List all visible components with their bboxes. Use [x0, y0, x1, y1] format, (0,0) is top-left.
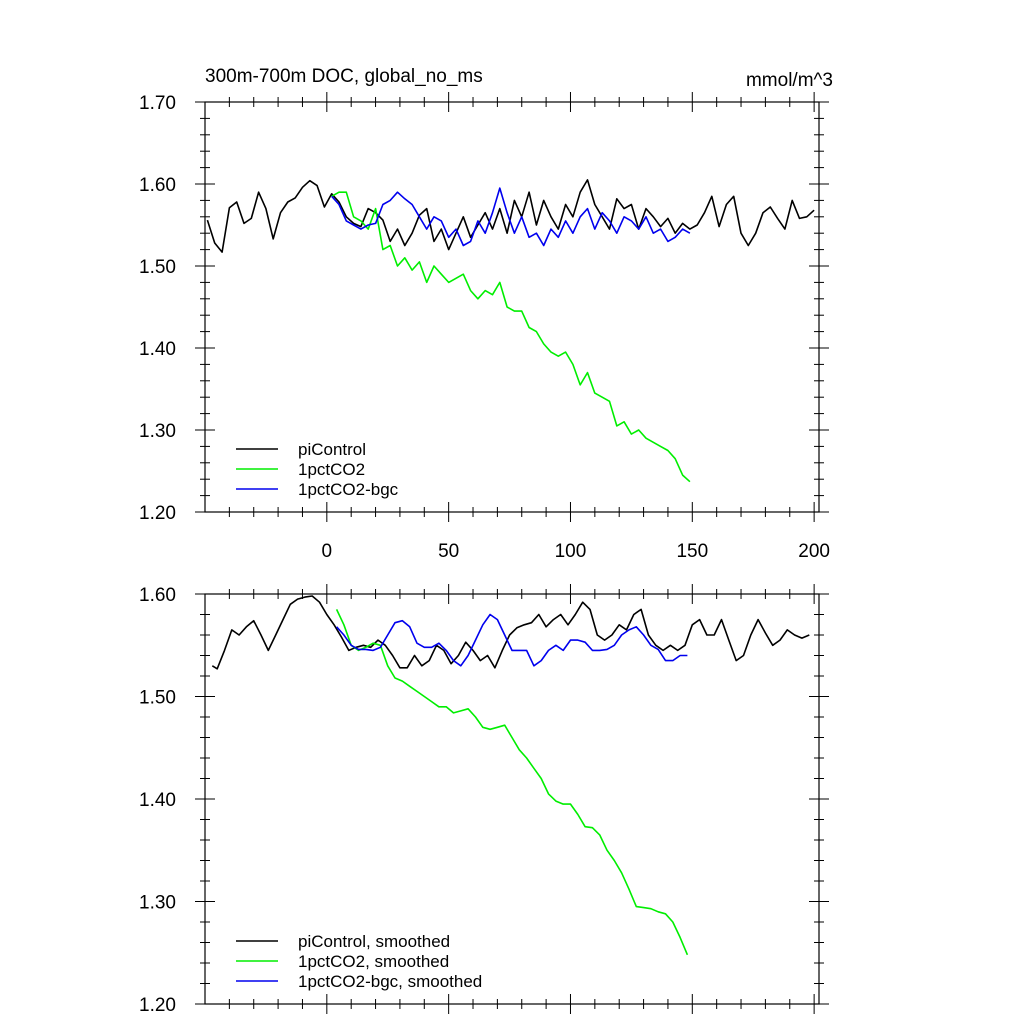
- legend-label: piControl, smoothed: [298, 932, 450, 951]
- y-tick-label: 1.70: [139, 93, 176, 114]
- legend-label: 1pctCO2-bgc, smoothed: [298, 972, 482, 991]
- units-label: mmol/m^3: [746, 70, 833, 91]
- x-tick-label: 100: [555, 541, 587, 562]
- y-tick-label: 1.40: [139, 790, 176, 811]
- y-tick-label: 1.30: [139, 421, 176, 442]
- bottom-panel: 1.20 1.30 1.40 1.50 1.60 piControl, smoothed…: [139, 584, 829, 1016]
- x-tick-label: 50: [438, 541, 459, 562]
- x-tick-label: 0: [322, 541, 333, 562]
- y-tick-label: 1.20: [139, 503, 176, 524]
- legend-label: piControl: [298, 440, 366, 459]
- chart-title: 300m-700m DOC, global_no_ms: [205, 66, 483, 87]
- x-tick-label: 150: [676, 541, 708, 562]
- legend-label: 1pctCO2: [298, 460, 365, 479]
- legend-label: 1pctCO2-bgc: [298, 480, 399, 499]
- y-tick-label: 1.50: [139, 257, 176, 278]
- legend-label: 1pctCO2, smoothed: [298, 952, 449, 971]
- y-tick-label: 1.60: [139, 585, 176, 606]
- series-line-0: [211, 595, 810, 670]
- y-tick-label: 1.40: [139, 339, 176, 360]
- series-line-0: [206, 179, 815, 253]
- y-tick-label: 1.50: [139, 688, 176, 709]
- y-tick-label: 1.20: [139, 995, 176, 1016]
- series-line-2: [331, 187, 691, 247]
- x-tick-label: 200: [798, 541, 830, 562]
- top-panel: 300m-700m DOC, global_no_ms mmol/m^3 1.2…: [139, 66, 833, 562]
- series-line-2: [336, 613, 688, 667]
- top-plot-frame: [204, 101, 820, 513]
- series-line-1: [331, 191, 691, 483]
- y-tick-label: 1.60: [139, 175, 176, 196]
- y-tick-label: 1.30: [139, 893, 176, 914]
- series-line-1: [335, 609, 689, 956]
